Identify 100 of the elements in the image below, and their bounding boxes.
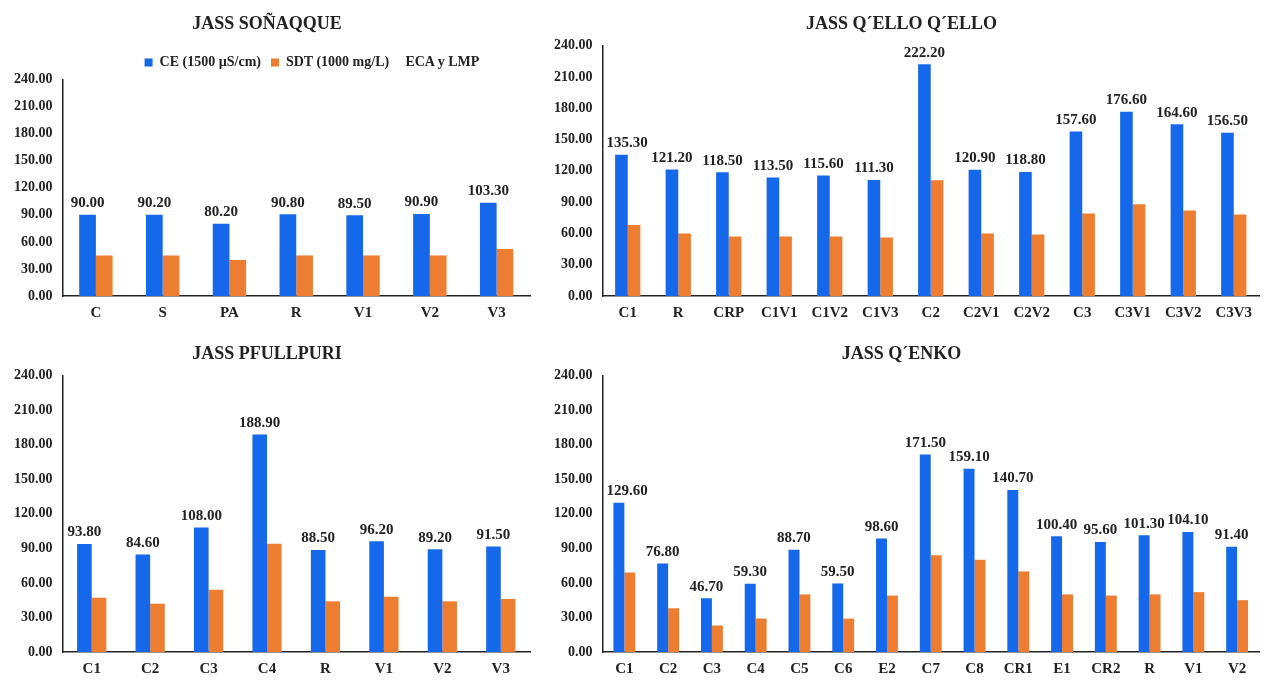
data-label: 159.10 xyxy=(948,448,990,465)
bar xyxy=(427,549,443,652)
y-tick-label: 30.00 xyxy=(21,609,53,625)
data-label: 89.20 xyxy=(418,528,452,545)
data-label: 89.50 xyxy=(337,194,372,211)
bar xyxy=(1094,541,1106,652)
x-tick-label: C3V2 xyxy=(1164,303,1202,320)
x-tick-label: S xyxy=(158,303,167,320)
data-label: 135.30 xyxy=(606,134,648,151)
x-tick-label: C4 xyxy=(257,659,277,676)
bar xyxy=(310,550,326,652)
bar xyxy=(79,214,96,296)
bar xyxy=(1051,536,1063,652)
y-tick-label: 0.00 xyxy=(28,643,53,659)
text: ECA y LMP xyxy=(405,54,480,70)
x-tick-label: C3 xyxy=(199,659,218,676)
y-tick-label: 60.00 xyxy=(21,574,53,590)
x-tick-label: CR2 xyxy=(1091,659,1121,676)
x-tick-label: V3 xyxy=(491,659,510,676)
bar xyxy=(700,598,712,652)
data-label: 157.60 xyxy=(1055,110,1097,127)
y-tick-label: 240.00 xyxy=(554,367,593,383)
bar xyxy=(711,625,723,652)
x-tick-label: C2 xyxy=(658,659,678,676)
data-label: 90.90 xyxy=(404,193,439,210)
bar xyxy=(832,583,844,652)
x-tick-label: CRP xyxy=(713,303,745,320)
data-label: 91.40 xyxy=(1214,526,1249,543)
bar xyxy=(1149,594,1161,652)
bar xyxy=(252,434,268,652)
y-tick-label: 210.00 xyxy=(14,401,53,417)
bar xyxy=(208,589,224,652)
y-tick-label: 90.00 xyxy=(561,539,593,555)
y-tick-label: 210.00 xyxy=(14,98,53,114)
data-label: 101.30 xyxy=(1123,514,1165,531)
x-tick-label: C2V2 xyxy=(1013,303,1051,320)
bar xyxy=(615,154,628,296)
x-tick-label: C2 xyxy=(921,303,940,320)
data-label: 103.30 xyxy=(467,182,509,199)
bar xyxy=(1007,489,1019,652)
data-label: 104.10 xyxy=(1167,511,1209,528)
x-tick-label: C3 xyxy=(702,659,722,676)
bar xyxy=(930,180,944,296)
x-tick-label: C1 xyxy=(618,303,637,320)
x-tick-label: V1 xyxy=(1184,659,1203,676)
bar xyxy=(665,169,679,296)
x-tick-label: R xyxy=(290,303,302,320)
bar xyxy=(876,538,887,652)
bar xyxy=(624,572,636,652)
x-tick-label: C4 xyxy=(746,659,766,676)
bar xyxy=(486,546,501,652)
bar xyxy=(779,236,792,296)
y-tick-label: 30.00 xyxy=(21,260,53,276)
chart-title: JASS PFULLPURI xyxy=(192,343,342,364)
y-tick-label: 60.00 xyxy=(561,574,593,590)
bar xyxy=(755,618,767,652)
x-tick-label: C2V1 xyxy=(962,303,1000,320)
bar xyxy=(296,255,313,296)
x-tick-label: E2 xyxy=(878,659,896,676)
bar xyxy=(1237,600,1249,652)
data-label: 59.50 xyxy=(820,562,855,579)
data-label: 113.50 xyxy=(752,156,794,173)
x-tick-label: C1V1 xyxy=(760,303,798,320)
x-tick-label: C5 xyxy=(790,659,809,676)
x-tick-label: R xyxy=(320,659,332,676)
bar xyxy=(1193,592,1205,652)
data-label: 222.20 xyxy=(903,43,946,60)
x-tick-label: PA xyxy=(220,303,240,320)
y-tick-label: 0.00 xyxy=(28,287,53,303)
x-tick-label: V3 xyxy=(487,303,506,320)
data-label: 129.60 xyxy=(606,482,648,499)
bar xyxy=(1233,214,1247,296)
y-tick-label: 150.00 xyxy=(554,131,593,147)
x-tick-label: V2 xyxy=(1227,659,1247,676)
y-tick-label: 240.00 xyxy=(554,37,593,53)
bar xyxy=(919,454,931,652)
y-tick-label: 90.00 xyxy=(561,193,593,209)
y-tick-label: 180.00 xyxy=(14,125,53,141)
y-tick-label: 150.00 xyxy=(14,470,53,486)
bar xyxy=(1170,124,1184,296)
data-label: 88.70 xyxy=(777,529,811,546)
y-tick-label: 180.00 xyxy=(14,436,53,452)
bar xyxy=(279,214,297,296)
bar xyxy=(429,255,447,296)
legend-label: SDT (1000 mg/L) xyxy=(285,54,390,71)
y-tick-label: 150.00 xyxy=(14,152,53,168)
y-tick-label: 240.00 xyxy=(14,71,53,87)
bar xyxy=(678,233,691,296)
data-label: 118.50 xyxy=(702,151,743,168)
x-tick-label: CR1 xyxy=(1003,659,1033,676)
bar xyxy=(363,255,380,296)
data-label: 156.50 xyxy=(1206,112,1249,129)
data-label: 171.50 xyxy=(904,433,946,450)
bar xyxy=(981,233,994,296)
y-tick-label: 0.00 xyxy=(568,287,593,303)
bar xyxy=(880,237,893,296)
data-label: 90.80 xyxy=(271,193,305,210)
y-tick-label: 90.00 xyxy=(21,206,53,222)
bar xyxy=(1120,111,1133,296)
x-tick-label: E1 xyxy=(1053,659,1071,676)
